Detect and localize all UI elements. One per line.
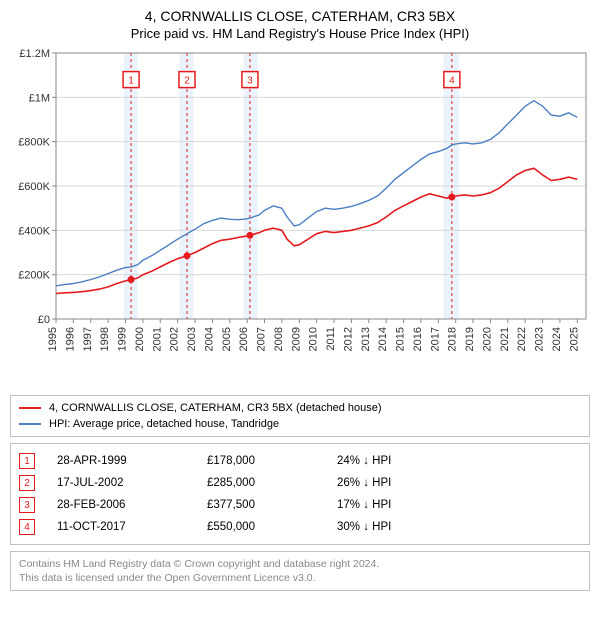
- legend-item: 4, CORNWALLIS CLOSE, CATERHAM, CR3 5BX (…: [19, 400, 581, 416]
- svg-text:2017: 2017: [429, 327, 441, 351]
- legend-label: 4, CORNWALLIS CLOSE, CATERHAM, CR3 5BX (…: [49, 400, 382, 416]
- transaction-price: £178,000: [207, 455, 337, 467]
- svg-text:2007: 2007: [256, 327, 268, 351]
- svg-text:2012: 2012: [342, 327, 354, 351]
- transaction-marker: 4: [19, 519, 35, 535]
- chart-subtitle: Price paid vs. HM Land Registry's House …: [10, 26, 590, 41]
- transaction-diff: 17% ↓ HPI: [337, 499, 391, 511]
- svg-text:2011: 2011: [325, 327, 337, 351]
- svg-text:£400K: £400K: [18, 225, 50, 237]
- transaction-marker: 2: [19, 475, 35, 491]
- svg-text:2015: 2015: [395, 327, 407, 351]
- svg-text:2024: 2024: [551, 327, 563, 351]
- transaction-row: 3 28-FEB-2006£377,50017% ↓ HPI: [19, 494, 581, 516]
- svg-text:1: 1: [128, 76, 134, 87]
- svg-text:£800K: £800K: [18, 137, 50, 149]
- legend-label: HPI: Average price, detached house, Tand…: [49, 416, 279, 432]
- transaction-date: 11-OCT-2017: [57, 521, 207, 533]
- svg-text:£0: £0: [38, 314, 50, 326]
- svg-text:1995: 1995: [47, 327, 59, 351]
- transaction-row: 4 11-OCT-2017£550,00030% ↓ HPI: [19, 516, 581, 538]
- svg-text:2003: 2003: [186, 327, 198, 351]
- svg-text:2019: 2019: [464, 327, 476, 351]
- svg-text:2001: 2001: [151, 327, 163, 351]
- footnote: Contains HM Land Registry data © Crown c…: [10, 551, 590, 591]
- svg-text:£1M: £1M: [29, 92, 50, 104]
- svg-text:2009: 2009: [290, 327, 302, 351]
- transaction-diff: 30% ↓ HPI: [337, 521, 391, 533]
- transaction-diff: 24% ↓ HPI: [337, 455, 391, 467]
- transaction-marker: 3: [19, 497, 35, 513]
- svg-text:2020: 2020: [481, 327, 493, 351]
- transaction-marker: 1: [19, 453, 35, 469]
- legend-swatch: [19, 423, 41, 425]
- svg-text:3: 3: [247, 76, 253, 87]
- svg-text:2014: 2014: [377, 327, 389, 351]
- transaction-row: 1 28-APR-1999£178,00024% ↓ HPI: [19, 450, 581, 472]
- footnote-line: This data is licensed under the Open Gov…: [19, 571, 581, 585]
- svg-text:1998: 1998: [99, 327, 111, 351]
- svg-text:£200K: £200K: [18, 270, 50, 282]
- chart-svg: £0 £200K £400K £600K £800K £1M £1.2M 1995 1996 19…: [10, 47, 590, 387]
- svg-text:2022: 2022: [516, 327, 528, 351]
- transaction-date: 28-APR-1999: [57, 455, 207, 467]
- transaction-diff: 26% ↓ HPI: [337, 477, 391, 489]
- chart-container: 4, CORNWALLIS CLOSE, CATERHAM, CR3 5BX P…: [0, 0, 600, 599]
- transaction-row: 2 17-JUL-2002£285,00026% ↓ HPI: [19, 472, 581, 494]
- footnote-line: Contains HM Land Registry data © Crown c…: [19, 557, 581, 571]
- svg-text:2021: 2021: [499, 327, 511, 351]
- svg-text:£600K: £600K: [18, 181, 50, 193]
- chart-plot-area: £0 £200K £400K £600K £800K £1M £1.2M 1995 1996 19…: [10, 47, 590, 387]
- svg-text:2000: 2000: [134, 327, 146, 351]
- svg-text:4: 4: [449, 76, 455, 87]
- transaction-table: 1 28-APR-1999£178,00024% ↓ HPI 2 17-JUL-200…: [10, 443, 590, 545]
- svg-text:2002: 2002: [169, 327, 181, 351]
- legend-box: 4, CORNWALLIS CLOSE, CATERHAM, CR3 5BX (…: [10, 395, 590, 437]
- transaction-date: 17-JUL-2002: [57, 477, 207, 489]
- svg-text:1996: 1996: [64, 327, 76, 351]
- svg-text:2010: 2010: [308, 327, 320, 351]
- svg-text:2023: 2023: [534, 327, 546, 351]
- svg-text:2025: 2025: [568, 327, 580, 351]
- transaction-date: 28-FEB-2006: [57, 499, 207, 511]
- svg-text:2018: 2018: [447, 327, 459, 351]
- svg-text:2005: 2005: [221, 327, 233, 351]
- svg-text:2: 2: [184, 76, 190, 87]
- svg-text:1999: 1999: [117, 327, 129, 351]
- svg-text:2008: 2008: [273, 327, 285, 351]
- chart-title: 4, CORNWALLIS CLOSE, CATERHAM, CR3 5BX: [10, 8, 590, 24]
- svg-text:2013: 2013: [360, 327, 372, 351]
- svg-text:2004: 2004: [203, 327, 215, 351]
- legend-item: HPI: Average price, detached house, Tand…: [19, 416, 581, 432]
- svg-text:£1.2M: £1.2M: [19, 48, 50, 60]
- legend-swatch: [19, 407, 41, 409]
- svg-text:1997: 1997: [82, 327, 94, 351]
- svg-text:2006: 2006: [238, 327, 250, 351]
- transaction-price: £285,000: [207, 477, 337, 489]
- svg-text:2016: 2016: [412, 327, 424, 351]
- transaction-price: £377,500: [207, 499, 337, 511]
- transaction-price: £550,000: [207, 521, 337, 533]
